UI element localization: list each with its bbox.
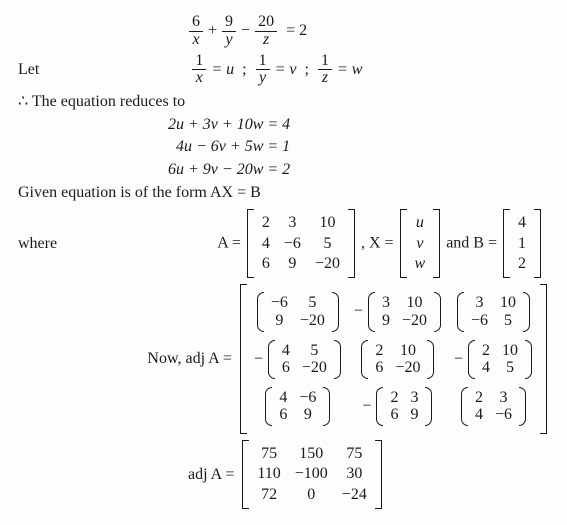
adj-label: adj A =	[188, 464, 240, 486]
reduced-eq-1: 2u + 3v + 10w = 4	[18, 114, 549, 136]
equation-original: 6x + 9y − 20z = 2	[18, 14, 549, 49]
a-lead: A =	[217, 234, 241, 251]
adj-cofactor-row: Now, adj A = −659−20 − 3109−20 310−65 − …	[18, 284, 549, 434]
reduces-text: ∴ The equation reduces to	[18, 91, 549, 113]
adj-result-row: adj A = 7515075 110−10030 720−24	[18, 440, 549, 509]
reduced-eq-3: 6u + 9v − 20w = 2	[18, 159, 549, 181]
x-lead: , X =	[361, 234, 394, 251]
b-lead: and B =	[446, 234, 497, 251]
matrix-a: 2310 4−65 69−20	[247, 209, 355, 278]
matrix-x: u v w	[400, 209, 441, 278]
substitution-row: Let 1x = u ; 1y = v ; 1z = w	[18, 53, 549, 88]
adj-result-matrix: 7515075 110−10030 720−24	[242, 440, 381, 509]
where-label: where	[18, 233, 69, 255]
matrix-b: 4 1 2	[503, 209, 541, 278]
adj-cofactor-matrix: −659−20 − 3109−20 310−65 − 456−20 2106−2…	[240, 284, 547, 434]
now-label: Now, adj A =	[147, 348, 237, 370]
reduced-eq-2: 4u − 6v + 5w = 1	[18, 136, 549, 158]
matrices-definition: where A = 2310 4−65 69−20 , X = u v w an…	[18, 209, 549, 278]
given-text: Given equation is of the form AX = B	[18, 182, 549, 204]
let-label: Let	[18, 59, 51, 81]
